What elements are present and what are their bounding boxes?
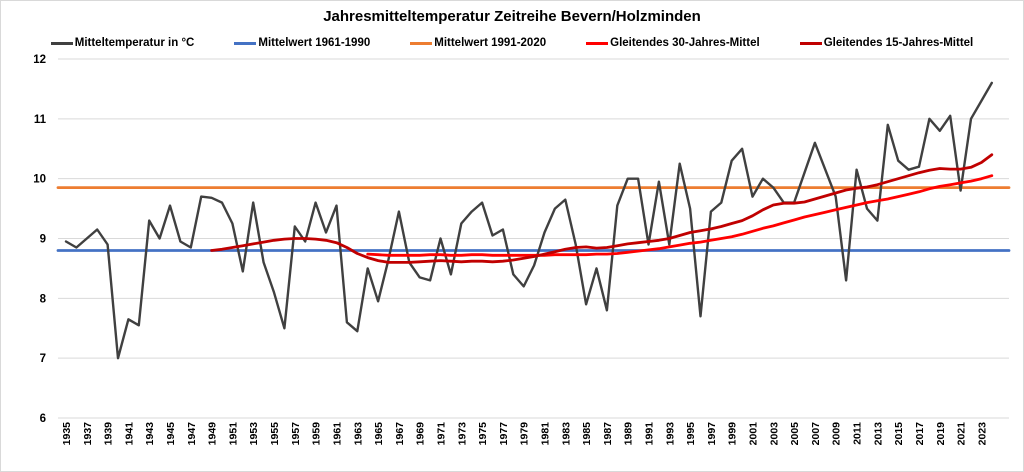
svg-text:2013: 2013 <box>872 422 884 446</box>
svg-text:1981: 1981 <box>539 422 551 446</box>
line-marker-icon <box>234 41 257 45</box>
svg-text:9: 9 <box>40 234 46 246</box>
line-marker-icon <box>410 41 433 45</box>
svg-text:1939: 1939 <box>103 422 115 446</box>
svg-text:2001: 2001 <box>748 422 760 446</box>
svg-text:1943: 1943 <box>144 422 156 446</box>
svg-text:1973: 1973 <box>456 422 468 446</box>
svg-text:1951: 1951 <box>227 422 239 446</box>
svg-text:1987: 1987 <box>602 422 614 446</box>
svg-text:1941: 1941 <box>123 422 135 446</box>
legend-label: Gleitendes 15-Jahres-Mittel <box>823 37 974 49</box>
svg-text:1983: 1983 <box>560 422 572 446</box>
svg-text:2007: 2007 <box>810 422 822 446</box>
svg-text:1949: 1949 <box>207 422 219 446</box>
svg-text:1993: 1993 <box>664 422 676 446</box>
legend-item-mittelwert-1991-2020: Mittelwert 1991-2020 <box>410 37 546 49</box>
legend-label: Mittelwert 1991-2020 <box>434 37 547 49</box>
svg-text:1967: 1967 <box>394 422 406 446</box>
svg-text:1977: 1977 <box>498 422 510 446</box>
svg-text:2015: 2015 <box>893 422 905 446</box>
svg-text:1955: 1955 <box>269 422 281 446</box>
svg-text:1961: 1961 <box>331 422 343 446</box>
chart-legend: Mitteltemperatur in °C Mittelwert 1961-1… <box>1 37 1023 49</box>
svg-text:1937: 1937 <box>82 422 94 446</box>
svg-text:1935: 1935 <box>61 422 73 446</box>
svg-text:1963: 1963 <box>352 422 364 446</box>
svg-text:2023: 2023 <box>976 422 988 446</box>
svg-text:2003: 2003 <box>768 422 780 446</box>
legend-label: Gleitendes 30-Jahres-Mittel <box>610 37 760 49</box>
svg-text:1969: 1969 <box>415 422 427 446</box>
chart-title: Jahresmitteltemperatur Zeitreihe Bevern/… <box>323 8 701 25</box>
svg-text:2009: 2009 <box>831 422 843 446</box>
svg-text:2019: 2019 <box>935 422 947 446</box>
svg-text:1945: 1945 <box>165 422 177 446</box>
svg-text:2017: 2017 <box>914 422 926 446</box>
line-marker-icon <box>50 41 73 45</box>
svg-text:6: 6 <box>40 413 46 425</box>
x-axis-labels: 1935 1937 1939 1941 1943 1945 1947 1949 1951 1953… <box>61 422 988 446</box>
svg-text:1959: 1959 <box>311 422 323 446</box>
svg-text:8: 8 <box>40 293 47 305</box>
svg-text:2021: 2021 <box>956 422 968 446</box>
legend-item-mittelwert-1961-1990: Mittelwert 1961-1990 <box>234 37 370 49</box>
svg-text:1965: 1965 <box>373 422 385 446</box>
data-series <box>56 81 1011 360</box>
svg-text:1989: 1989 <box>623 422 635 446</box>
svg-text:12: 12 <box>33 54 46 66</box>
gridlines <box>58 58 1009 419</box>
svg-text:1997: 1997 <box>706 422 718 446</box>
svg-text:1957: 1957 <box>290 422 302 446</box>
svg-text:1991: 1991 <box>644 422 656 446</box>
svg-text:1995: 1995 <box>685 422 697 446</box>
svg-text:11: 11 <box>34 114 47 126</box>
y-axis-labels: 12 11 10 9 8 7 6 <box>33 54 46 425</box>
svg-text:1979: 1979 <box>519 422 531 446</box>
svg-text:2011: 2011 <box>852 422 864 445</box>
line-marker-icon <box>586 41 609 45</box>
legend-label: Mittelwert 1961-1990 <box>258 37 371 49</box>
legend-item-mitteltemperatur: Mitteltemperatur in °C <box>50 37 195 49</box>
line-marker-icon <box>799 41 822 45</box>
svg-text:7: 7 <box>40 353 46 365</box>
svg-text:2005: 2005 <box>789 422 801 446</box>
legend-item-15-jahres-mittel: Gleitendes 15-Jahres-Mittel <box>799 37 974 49</box>
svg-text:1999: 1999 <box>727 422 739 446</box>
svg-text:1971: 1971 <box>435 422 447 446</box>
legend-label: Mitteltemperatur in °C <box>74 37 195 49</box>
svg-text:1953: 1953 <box>248 422 260 446</box>
svg-text:1947: 1947 <box>186 422 198 446</box>
svg-text:1985: 1985 <box>581 422 593 446</box>
svg-text:10: 10 <box>33 174 46 186</box>
legend-item-30-jahres-mittel: Gleitendes 30-Jahres-Mittel <box>586 37 760 49</box>
svg-text:1975: 1975 <box>477 422 489 446</box>
